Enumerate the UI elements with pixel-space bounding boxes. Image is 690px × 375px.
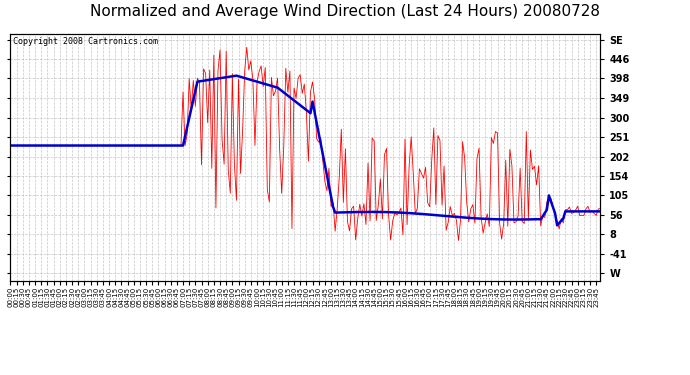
Text: Copyright 2008 Cartronics.com: Copyright 2008 Cartronics.com bbox=[13, 38, 158, 46]
Text: Normalized and Average Wind Direction (Last 24 Hours) 20080728: Normalized and Average Wind Direction (L… bbox=[90, 4, 600, 19]
